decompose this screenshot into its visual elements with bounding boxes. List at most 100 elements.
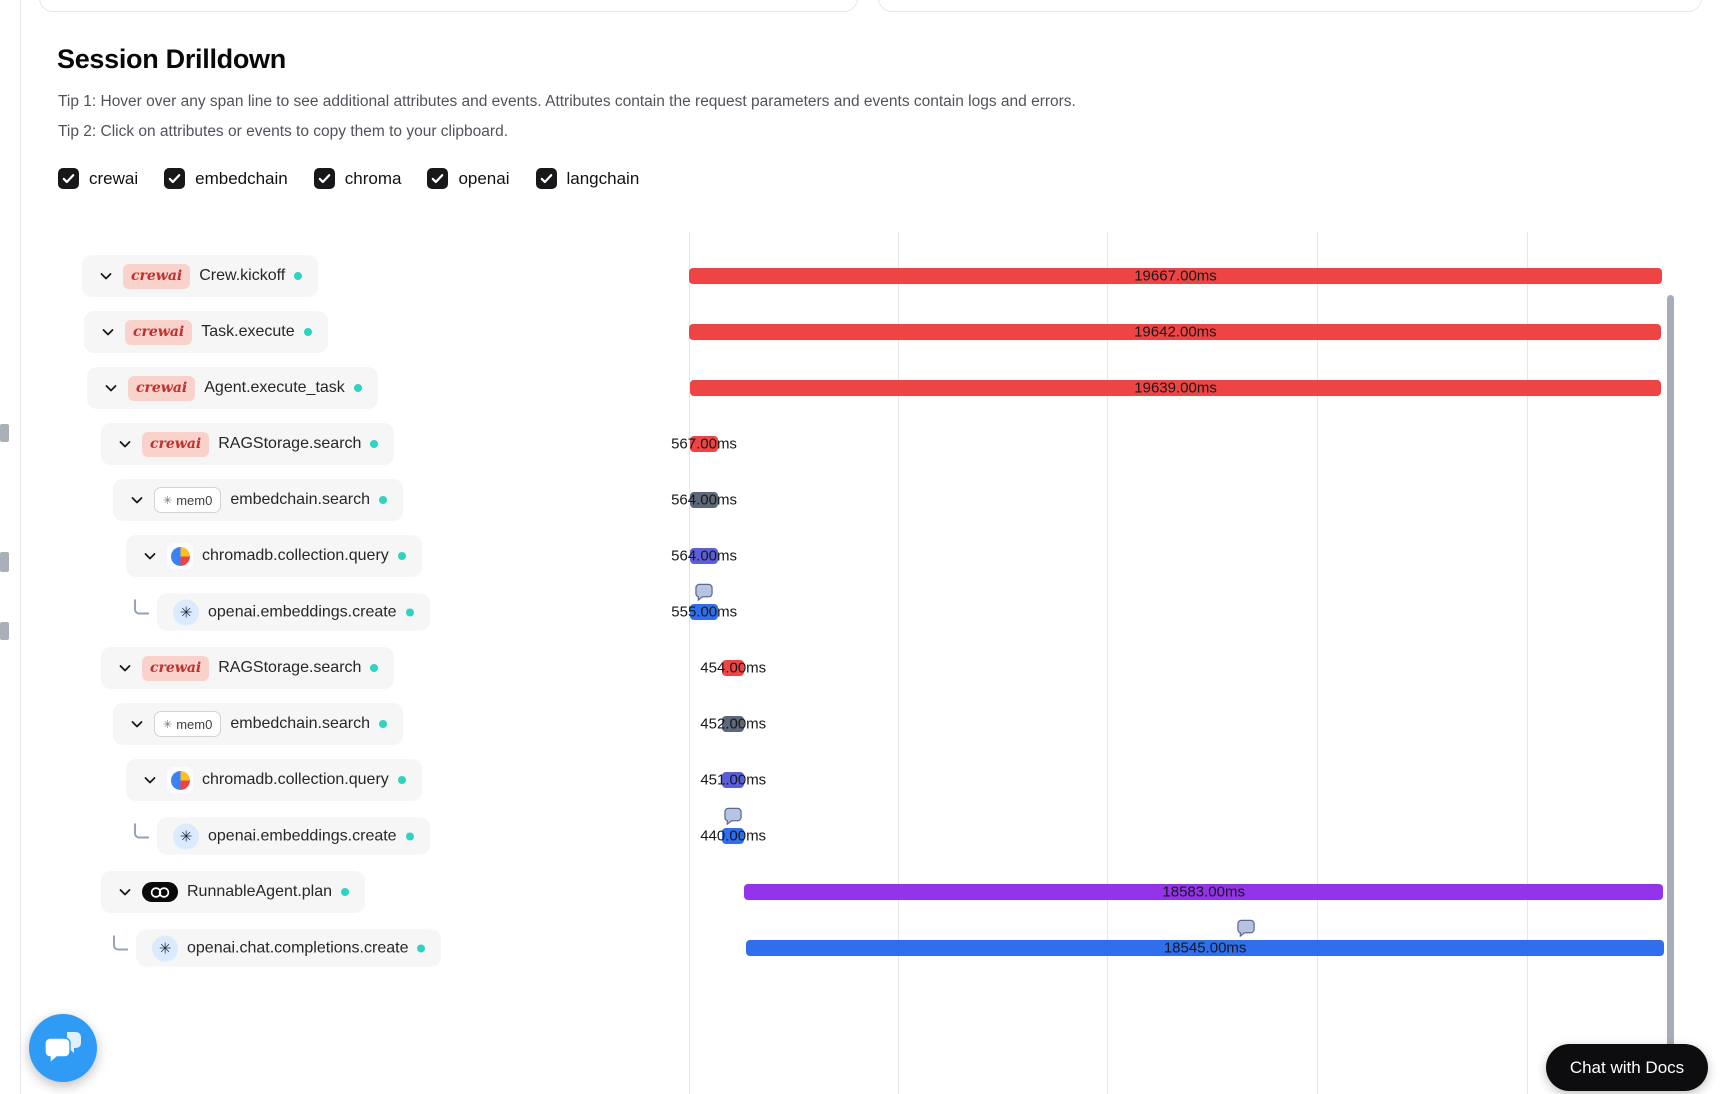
span-name: RAGStorage.search <box>218 435 362 452</box>
span-row: RunnableAgent.plan 18583.00ms <box>0 864 1725 920</box>
tree-connector <box>113 935 128 951</box>
timeline-gridline <box>689 232 690 1094</box>
filter-item-crewai[interactable]: crewai <box>58 168 138 189</box>
span-duration-bar[interactable] <box>744 884 1664 900</box>
left-edge-artifact <box>0 622 9 640</box>
span-label-pill: ✳ openai.embeddings.create <box>157 817 430 855</box>
trace-waterfall: crewai Crew.kickoff 19667.00ms crewai Task.e… <box>0 232 1725 1094</box>
span-duration-bar[interactable] <box>690 548 719 564</box>
span-tree-label: ✳ mem0 embedchain.search <box>113 703 403 745</box>
span-duration-bar[interactable] <box>722 772 745 788</box>
filter-checkbox-openai[interactable] <box>427 168 449 189</box>
span-duration-bar[interactable] <box>721 660 745 676</box>
timeline-gridline <box>898 232 899 1094</box>
crewai-logo-icon: crewai <box>142 655 210 681</box>
span-duration-label: 555.00ms <box>671 603 738 621</box>
status-dot <box>417 944 426 952</box>
span-label-pill: crewai RAGStorage.search <box>101 647 395 689</box>
mem0-logo-text: mem0 <box>176 716 213 732</box>
filter-checkbox-embedchain[interactable] <box>164 168 186 189</box>
span-name: embedchain.search <box>230 715 370 732</box>
filter-item-embedchain[interactable]: embedchain <box>164 168 288 189</box>
span-label-pill: ✳ openai.chat.completions.create <box>136 929 442 967</box>
langchain-logo-icon <box>142 882 178 902</box>
span-duration-label: 454.00ms <box>700 659 767 677</box>
left-edge-artifact <box>0 552 9 572</box>
crewai-logo-icon: crewai <box>128 375 196 401</box>
status-dot <box>378 496 387 504</box>
status-dot <box>370 664 379 672</box>
span-tree-label: ✳ openai.embeddings.create <box>134 593 430 631</box>
span-row: ✳ openai.embeddings.create 440.00ms <box>0 807 1725 864</box>
chevron-down-icon[interactable] <box>142 772 158 788</box>
span-row: crewai RAGStorage.search 567.00ms <box>0 416 1725 472</box>
tree-connector <box>134 823 149 839</box>
span-name: Agent.execute_task <box>204 379 345 396</box>
page-title: Session Drilldown <box>57 44 286 74</box>
chat-widget-button[interactable] <box>29 1014 97 1082</box>
chevron-down-icon[interactable] <box>129 716 145 732</box>
event-marker-icon[interactable] <box>724 807 743 826</box>
event-marker-icon[interactable] <box>695 583 714 602</box>
span-name: chromadb.collection.query <box>202 547 389 564</box>
span-duration-label: 18583.00ms <box>1162 883 1245 901</box>
span-duration-bar[interactable] <box>689 436 719 452</box>
span-duration-bar[interactable] <box>722 716 745 732</box>
span-tree-label: chromadb.collection.query <box>126 535 422 577</box>
span-duration-label: 19642.00ms <box>1134 323 1217 341</box>
mem0-glyph-icon: ✳ <box>163 718 173 731</box>
timeline-gridline <box>1527 232 1528 1094</box>
chevron-down-icon[interactable] <box>100 324 116 340</box>
span-tree-label: RunnableAgent.plan <box>101 871 366 913</box>
span-row: ✳ mem0 embedchain.search 564.00ms <box>0 472 1725 528</box>
span-tree-label: crewai Task.execute <box>84 311 328 353</box>
filter-item-chroma[interactable]: chroma <box>313 168 401 189</box>
span-row: crewai Crew.kickoff 19667.00ms <box>0 248 1725 304</box>
filter-item-langchain[interactable]: langchain <box>535 168 639 189</box>
span-label-pill: ✳ mem0 embedchain.search <box>113 703 403 745</box>
chat-with-docs-button[interactable]: Chat with Docs <box>1546 1044 1708 1091</box>
filter-checkbox-langchain[interactable] <box>535 168 557 189</box>
chevron-down-icon[interactable] <box>98 268 114 284</box>
span-tree-label: crewai RAGStorage.search <box>101 647 395 689</box>
span-duration-bar[interactable] <box>689 324 1662 340</box>
span-label-pill: crewai Crew.kickoff <box>82 255 319 297</box>
crewai-logo-icon: crewai <box>123 263 191 289</box>
span-name: RAGStorage.search <box>218 659 362 676</box>
span-row: ✳ mem0 embedchain.search 452.00ms <box>0 696 1725 752</box>
span-duration-label: 19639.00ms <box>1134 379 1217 397</box>
span-duration-bar[interactable] <box>746 940 1664 956</box>
span-duration-label: 452.00ms <box>700 715 767 733</box>
span-duration-bar[interactable] <box>722 828 744 844</box>
span-name: RunnableAgent.plan <box>187 883 333 900</box>
chevron-down-icon[interactable] <box>129 492 145 508</box>
span-duration-bar[interactable] <box>690 492 718 508</box>
filter-item-openai[interactable]: openai <box>427 168 510 189</box>
filter-label-embedchain: embedchain <box>195 168 288 188</box>
span-duration-bar[interactable] <box>689 268 1662 284</box>
filter-checkbox-crewai[interactable] <box>58 168 79 189</box>
span-row: chromadb.collection.query 451.00ms <box>0 752 1725 808</box>
chevron-down-icon[interactable] <box>117 884 133 900</box>
filter-checkbox-chroma[interactable] <box>313 168 335 189</box>
span-row: crewai Task.execute 19642.00ms <box>0 304 1725 360</box>
event-marker-icon[interactable] <box>1236 919 1255 938</box>
chroma-circle-glyph <box>170 770 190 790</box>
span-row: ✳ openai.embeddings.create 555.00ms <box>0 583 1725 640</box>
tip-1-text: Tip 1: Hover over any span line to see a… <box>58 93 1076 110</box>
chevron-down-icon[interactable] <box>142 548 158 564</box>
span-label-pill: crewai Task.execute <box>84 311 328 353</box>
chevron-down-icon[interactable] <box>103 380 119 396</box>
span-duration-bar[interactable] <box>690 604 718 620</box>
span-label-pill: chromadb.collection.query <box>126 759 422 801</box>
span-name: openai.embeddings.create <box>208 827 397 844</box>
span-label-pill: crewai RAGStorage.search <box>101 423 395 465</box>
top-card-left <box>39 0 858 12</box>
span-duration-bar[interactable] <box>689 380 1662 396</box>
vertical-scrollbar[interactable] <box>1667 295 1674 1090</box>
chevron-down-icon[interactable] <box>117 660 133 676</box>
span-row: crewai RAGStorage.search 454.00ms <box>0 640 1725 696</box>
status-dot <box>397 552 406 560</box>
chevron-down-icon[interactable] <box>117 436 133 452</box>
openai-logo-icon: ✳ <box>152 935 178 961</box>
